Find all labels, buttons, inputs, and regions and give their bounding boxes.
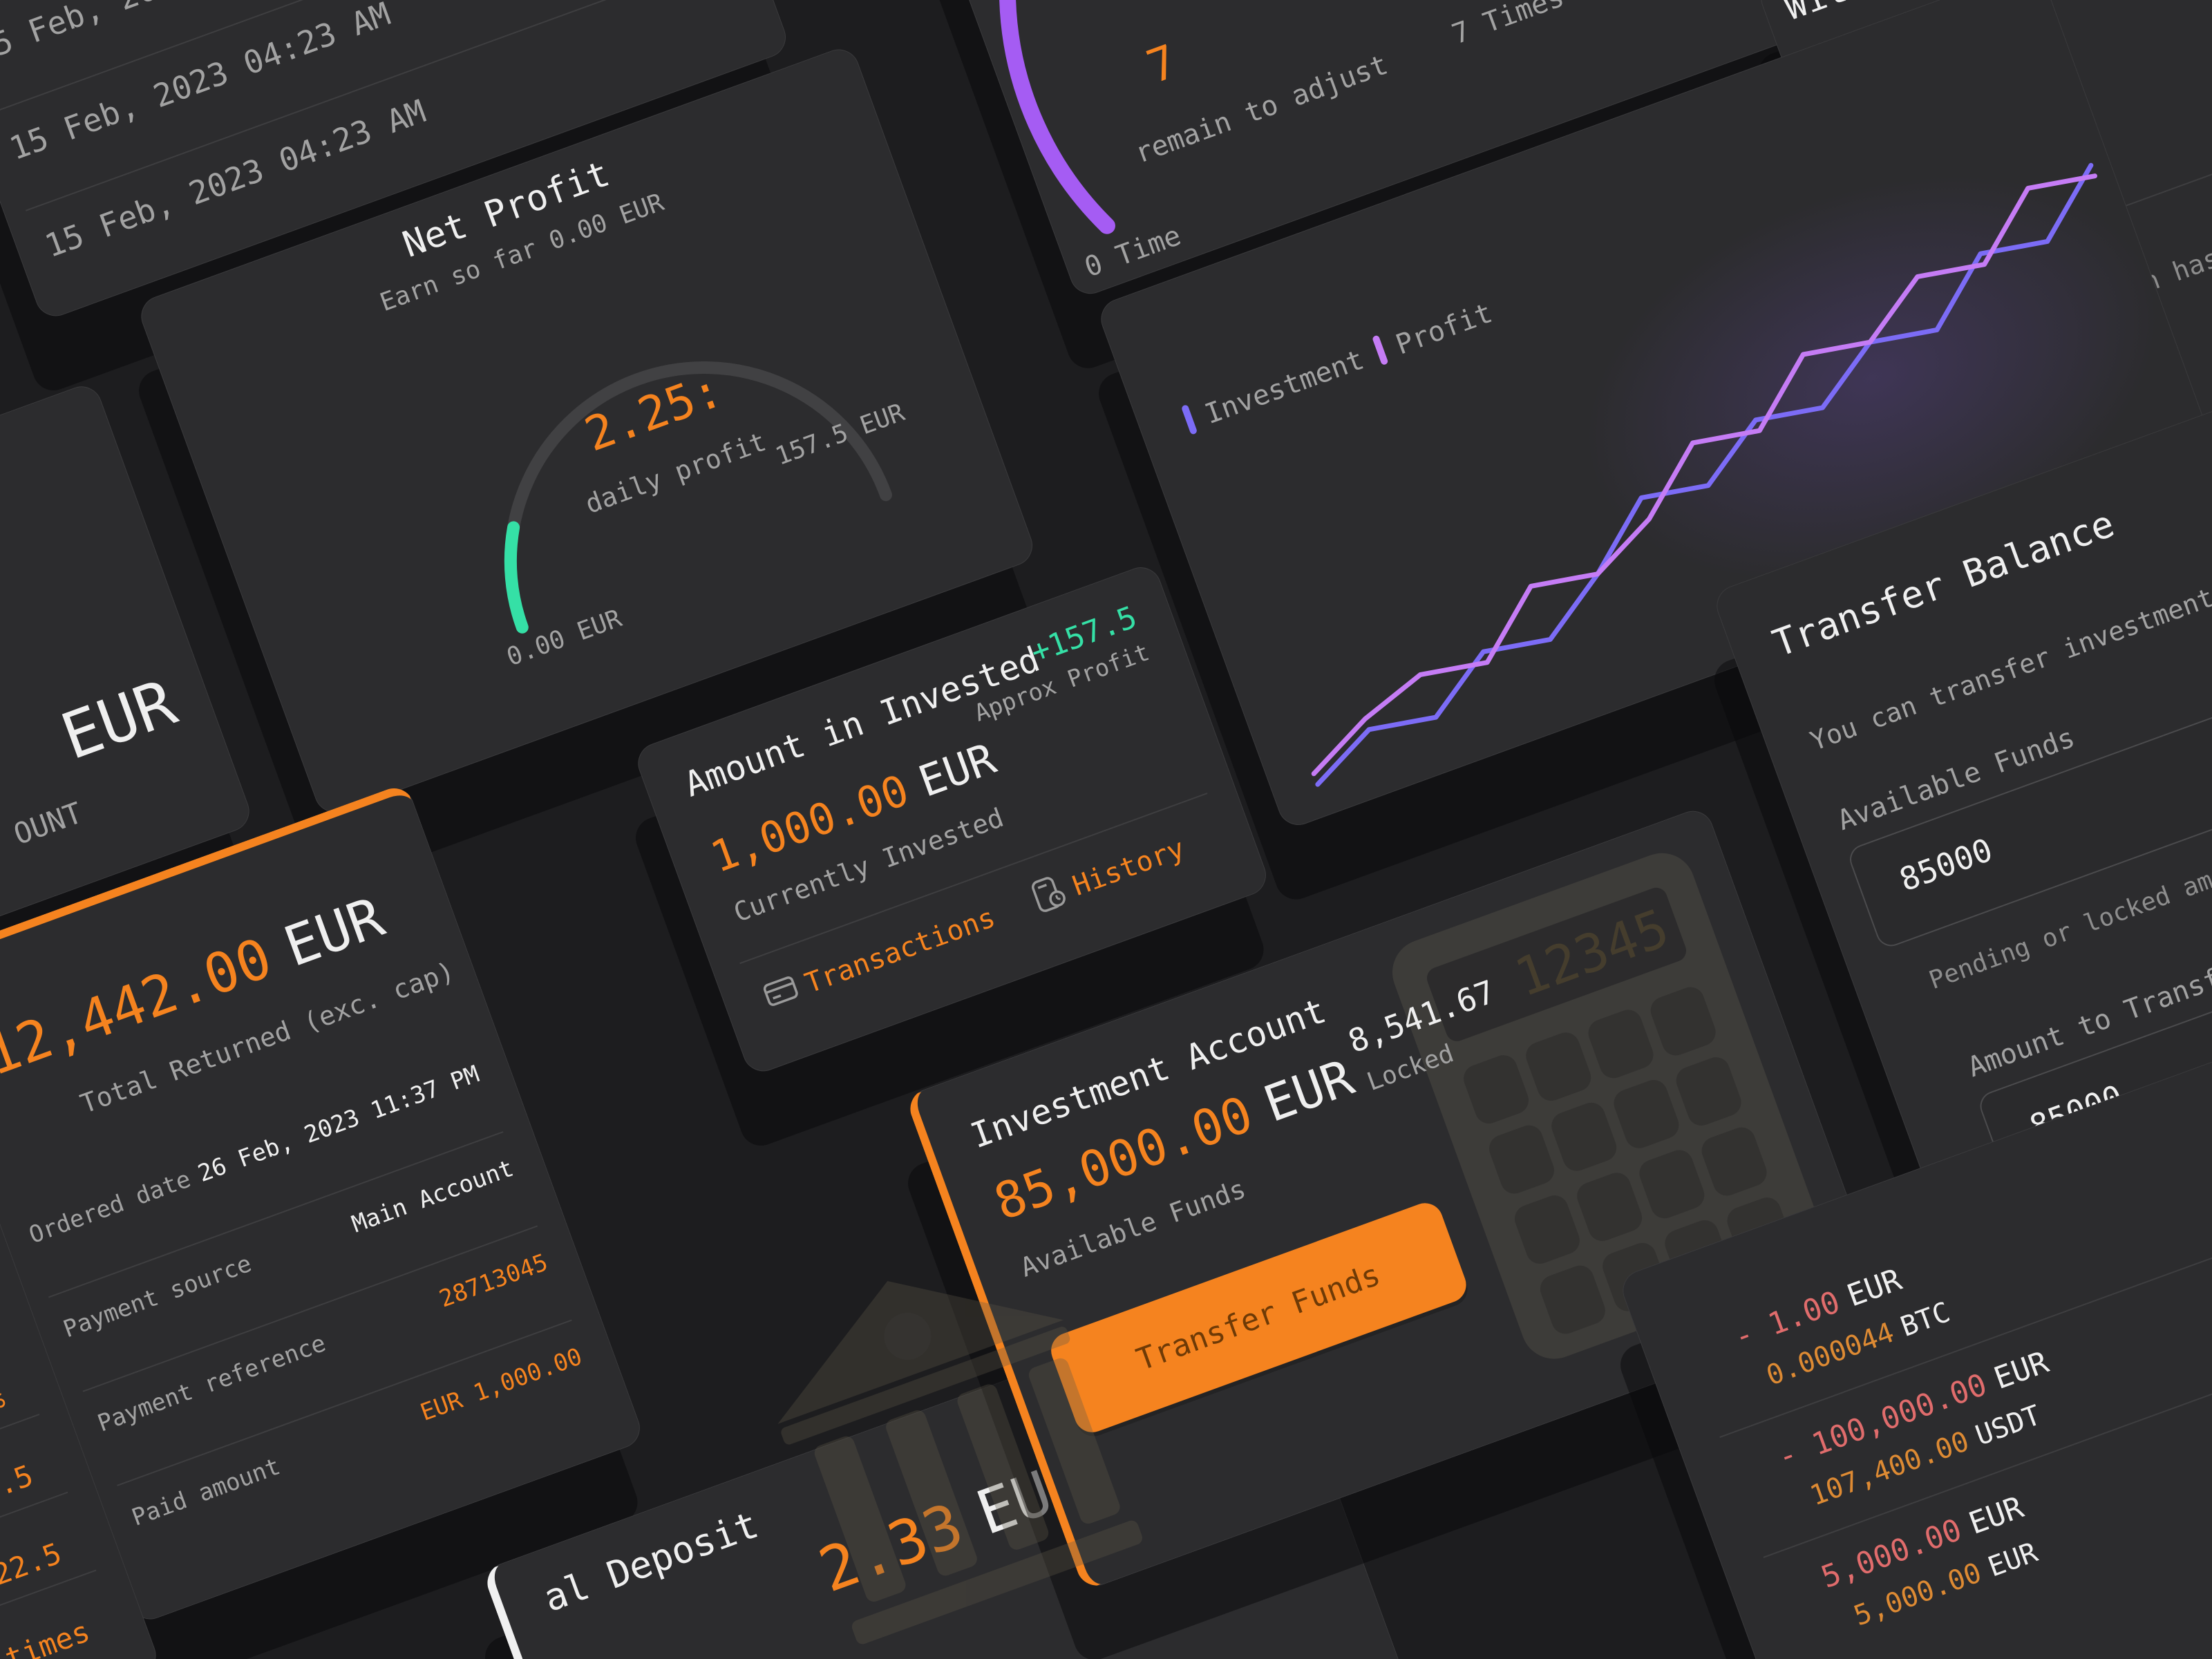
- transaction-currency: BTC: [1896, 1296, 1955, 1343]
- transfer-funds-button-label: Transfer Funds: [1132, 1257, 1386, 1378]
- transactions-icon: [763, 976, 798, 1006]
- profit-legend-swatch: [1372, 334, 1389, 366]
- bank-illustration: [732, 1219, 1161, 1659]
- adjust-gauge-arc: [999, 0, 1115, 234]
- profit-chart: [1311, 162, 2159, 787]
- balance-currency: EUR: [52, 665, 186, 775]
- transaction-currency: EUR: [1983, 1536, 2042, 1584]
- card-title: al Deposit: [538, 1502, 764, 1621]
- adjust-max-label: 7 Times: [1448, 0, 1569, 51]
- investment-legend-swatch: [1180, 404, 1198, 435]
- history-icon: [1032, 877, 1066, 912]
- transaction-currency: EUR: [1964, 1490, 2028, 1542]
- amount-currency: EUR: [1256, 1047, 1361, 1134]
- stat-row: 0 / 7 times: [0, 1614, 94, 1659]
- history-link[interactable]: History: [1068, 833, 1189, 902]
- transaction-currency: USDT: [1971, 1399, 2045, 1452]
- account-label: OUNT: [9, 795, 87, 852]
- amount-currency: EUR: [911, 732, 1003, 807]
- net-profit-gauge: [504, 361, 892, 634]
- stat-value: 5%: [0, 1380, 10, 1425]
- transaction-currency: EUR: [1842, 1262, 1907, 1314]
- transactions-link[interactable]: Transactions: [801, 901, 1000, 1000]
- adjust-gauge-card: 7 remain to adjust 7 Times 0 Time: [916, 0, 1813, 300]
- amount-invested-card: Amount in Invested +157.5 Approx Profit …: [632, 561, 1272, 1077]
- stat-value: 0 / 7 times: [0, 1614, 94, 1659]
- net-profit-card: Net Profit Earn so far 0.00 EUR 2.25: da…: [135, 44, 1039, 819]
- transaction-currency: EUR: [1989, 1344, 2054, 1397]
- profit-chart-card: Investment Profit: [1095, 0, 2212, 831]
- amount-currency: EUR: [276, 884, 393, 980]
